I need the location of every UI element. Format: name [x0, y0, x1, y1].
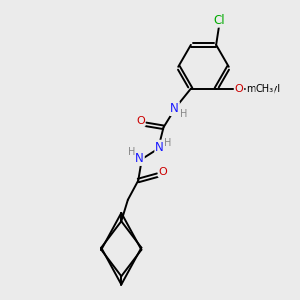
Text: H: H	[128, 147, 135, 157]
Text: N: N	[170, 102, 179, 115]
Text: O: O	[235, 84, 243, 94]
Text: O: O	[136, 116, 145, 126]
Text: CH₃: CH₃	[256, 84, 274, 94]
Text: N: N	[155, 141, 164, 154]
Text: H: H	[180, 109, 188, 118]
Text: H: H	[164, 138, 171, 148]
Text: N: N	[135, 152, 144, 165]
Text: O: O	[159, 167, 167, 177]
Text: Cl: Cl	[213, 14, 225, 27]
Text: methyl: methyl	[246, 84, 280, 94]
